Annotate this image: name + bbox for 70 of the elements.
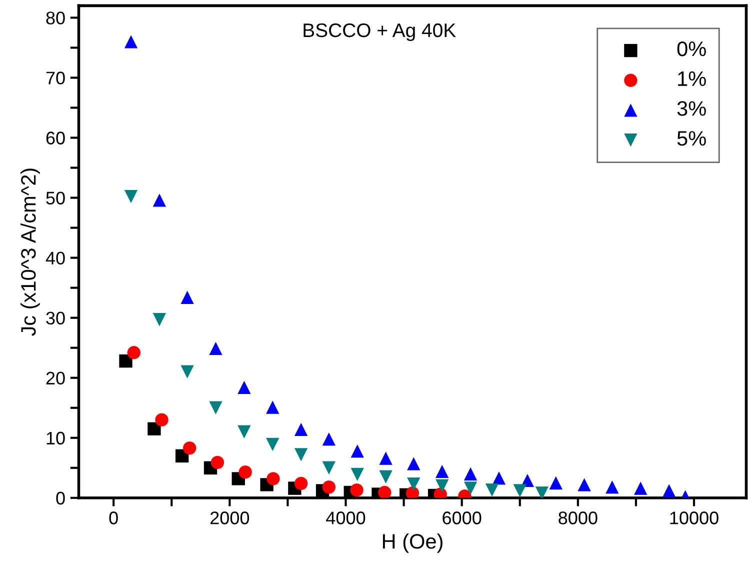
point: [152, 313, 166, 326]
point: [379, 470, 392, 484]
point: [378, 486, 392, 498]
point: [210, 456, 224, 470]
point: [436, 464, 449, 478]
point: [549, 476, 562, 490]
point: [407, 477, 420, 491]
y-tick-label: 70: [46, 72, 65, 84]
point: [238, 465, 252, 479]
point: [407, 457, 420, 470]
point: [124, 190, 138, 204]
y-tick-label: 0: [56, 492, 65, 505]
point: [209, 342, 222, 356]
point: [492, 471, 506, 485]
point: [322, 432, 336, 446]
legend-label: 3%: [677, 101, 706, 116]
y-tick-label: 50: [46, 192, 65, 204]
point: [152, 194, 166, 207]
point: [406, 486, 420, 498]
point: [209, 401, 222, 414]
y-tick-label: 40: [46, 252, 65, 265]
text: BSCCO + Ag 40K: [304, 23, 456, 42]
point: [294, 448, 308, 462]
x-tick-label: 10000: [670, 512, 718, 524]
point: [238, 380, 251, 394]
point: [148, 422, 161, 436]
point: [294, 422, 308, 436]
x-axis-title: H (Oe): [382, 533, 442, 553]
point: [124, 35, 138, 48]
point: [662, 484, 676, 498]
point: [119, 354, 132, 368]
point: [436, 479, 449, 492]
point: [266, 438, 280, 452]
point: [350, 444, 364, 458]
point: [322, 461, 336, 474]
y-tick-label: 10: [46, 432, 65, 445]
point: [155, 413, 168, 426]
point: [180, 365, 194, 378]
point: [294, 476, 308, 490]
point: [322, 480, 336, 494]
point: [350, 468, 364, 482]
point: [606, 480, 619, 494]
y-tick-label: 80: [46, 12, 65, 24]
point: [379, 452, 392, 465]
point: [183, 441, 196, 455]
point: [485, 483, 499, 497]
x-tick-label: 0: [109, 512, 118, 524]
legend-label: 5%: [677, 131, 706, 146]
point: [180, 290, 194, 304]
x-tick-label: 8000: [558, 512, 598, 524]
legend-label: 0%: [677, 41, 706, 56]
legend-label: 1%: [678, 71, 706, 86]
y-tick-label: 20: [46, 372, 65, 385]
point: [634, 482, 648, 495]
x-tick-label: 4000: [326, 512, 366, 524]
point: [513, 484, 526, 498]
x-tick-label: 2000: [210, 512, 250, 524]
point: [464, 467, 478, 480]
point: [535, 486, 549, 498]
point: [238, 425, 251, 438]
point: [350, 483, 364, 497]
y-tick-label: 60: [46, 132, 65, 144]
x-tick-label: 6000: [442, 512, 482, 524]
y-axis-title: Jc (x10^3 A/cm^2): [20, 168, 40, 336]
point: [266, 472, 280, 486]
point: [266, 400, 280, 414]
point: [578, 478, 591, 492]
y-tick-label: 30: [46, 312, 65, 325]
point: [464, 482, 478, 495]
point: [127, 346, 140, 360]
